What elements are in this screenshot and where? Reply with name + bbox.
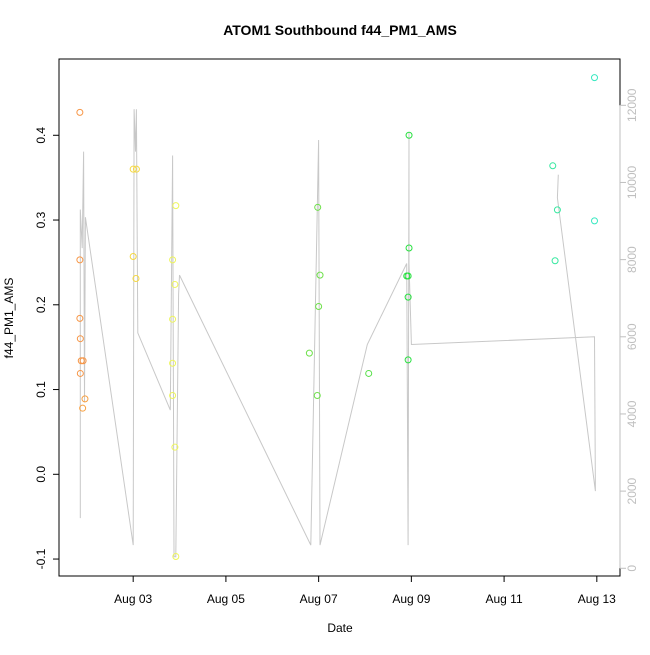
data-point xyxy=(591,217,598,225)
data-point xyxy=(169,256,177,264)
axis-layer: -0.1 0.0 0.1 0.2 0.3 0.4 0 2000 4000 6000 8000 1000… xyxy=(34,88,639,606)
data-point xyxy=(81,395,89,403)
data-point xyxy=(313,391,321,399)
data-point xyxy=(169,391,177,399)
plot-frame xyxy=(58,58,621,577)
y2-tick-label: 2000 xyxy=(625,477,639,504)
x-tick-label: Aug 09 xyxy=(392,592,430,606)
chart-title: ATOM1 Southbound f44_PM1_AMS xyxy=(223,22,457,38)
data-point xyxy=(551,257,559,265)
data-point xyxy=(132,275,140,283)
y-tick-label: -0.1 xyxy=(34,548,48,569)
data-point xyxy=(404,356,412,364)
y2-tick-label: 8000 xyxy=(625,246,639,273)
y2-series-line xyxy=(79,109,596,558)
y-tick-label: 0.2 xyxy=(34,296,48,313)
y-axis-label: f44_PM1_AMS xyxy=(2,278,16,359)
y-tick-label: 0.1 xyxy=(34,381,48,398)
data-point xyxy=(172,553,180,561)
data-point xyxy=(76,108,84,116)
y-tick-label: 0.4 xyxy=(34,127,48,144)
y2-tick-label: 6000 xyxy=(625,323,639,350)
data-point xyxy=(591,74,598,82)
data-point xyxy=(79,404,87,412)
y2-tick-label: 0 xyxy=(625,565,639,572)
data-point xyxy=(77,357,85,365)
data-point xyxy=(129,252,137,260)
data-point xyxy=(315,302,323,310)
data-point xyxy=(169,315,177,323)
data-point xyxy=(76,314,84,322)
x-tick-label: Aug 13 xyxy=(578,592,616,606)
x-tick-label: Aug 03 xyxy=(114,592,152,606)
data-point xyxy=(553,206,561,214)
y2-tick-label: 12000 xyxy=(625,88,639,122)
data-point xyxy=(316,271,324,279)
data-point xyxy=(132,165,140,173)
data-point xyxy=(305,349,313,357)
data-point xyxy=(549,162,557,170)
y-tick-label: 0.3 xyxy=(34,211,48,228)
data-point xyxy=(404,293,412,301)
data-point xyxy=(129,165,137,173)
data-point xyxy=(79,357,87,365)
data-point xyxy=(171,280,179,288)
y2-tick-label: 10000 xyxy=(625,165,639,199)
x-tick-label: Aug 11 xyxy=(486,592,523,606)
y2-tick-label: 4000 xyxy=(625,400,639,427)
data-point xyxy=(171,443,179,451)
x-tick-label: Aug 05 xyxy=(207,592,245,606)
data-point xyxy=(169,359,177,367)
data-point xyxy=(405,131,413,139)
data-point xyxy=(76,256,84,264)
x-tick-label: Aug 07 xyxy=(300,592,338,606)
line-layer xyxy=(79,109,596,558)
data-point xyxy=(404,272,412,280)
data-point xyxy=(314,203,322,211)
data-point xyxy=(76,369,84,377)
x-axis-label: Date xyxy=(327,621,353,635)
point-layer xyxy=(76,74,598,561)
data-point xyxy=(365,369,373,377)
data-point xyxy=(172,202,180,210)
data-point xyxy=(405,244,413,252)
data-point xyxy=(76,335,84,343)
y-tick-label: 0.0 xyxy=(34,466,48,483)
